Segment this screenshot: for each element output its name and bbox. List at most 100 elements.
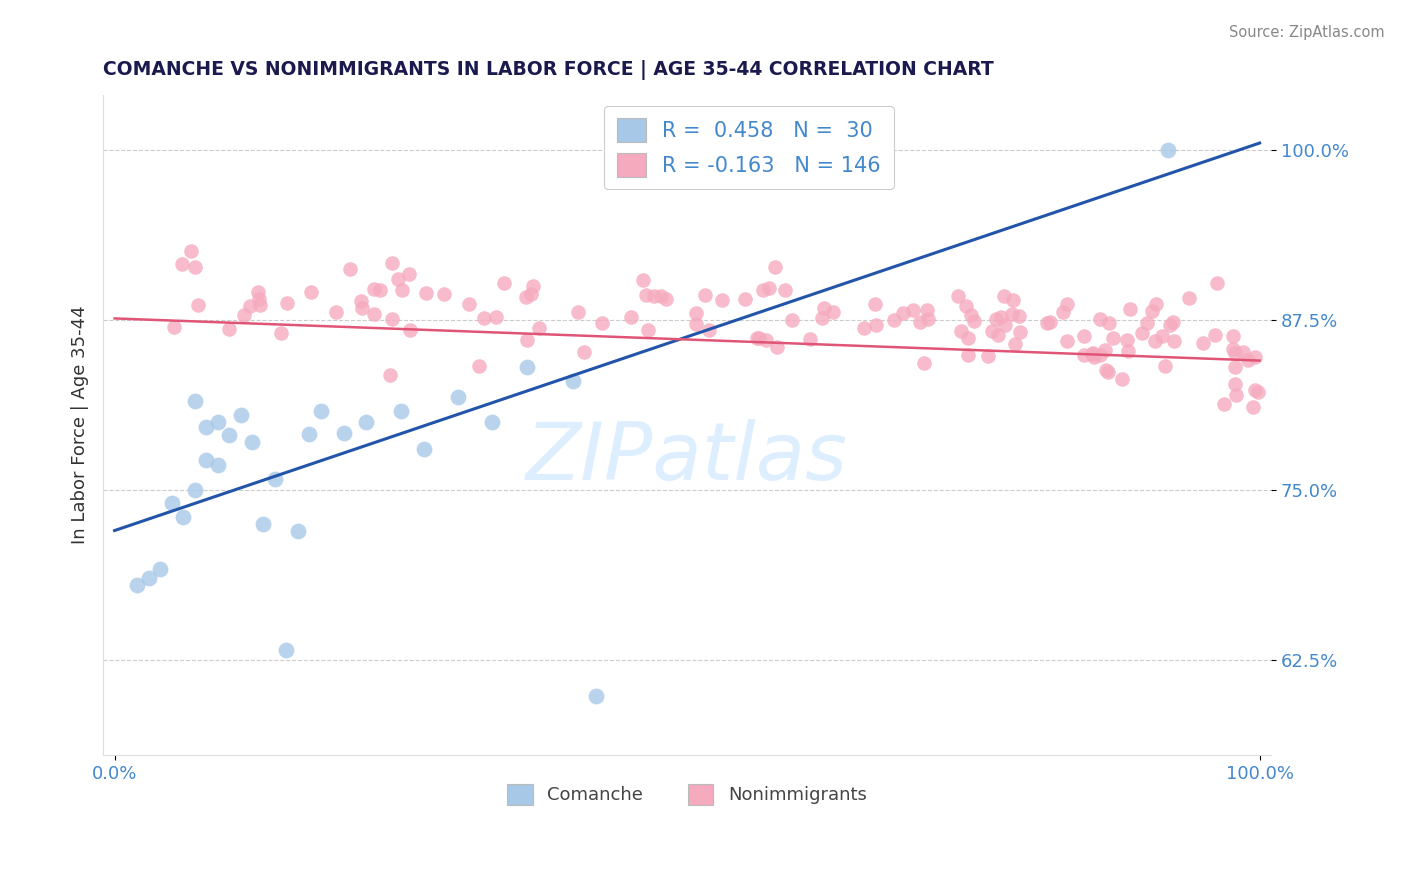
Point (955, 300, 977, 314)
Point (813, 301, 835, 315)
Point (252, 516, 274, 531)
Point (468, 359, 491, 374)
Point (1036, 316, 1059, 330)
Point (1073, 348, 1095, 362)
Point (1144, 297, 1167, 311)
Point (184, 394, 207, 409)
Point (993, 289, 1015, 303)
Point (516, 333, 538, 347)
Point (567, 304, 589, 318)
Point (218, 428, 240, 442)
Point (1056, 297, 1078, 311)
Point (748, 331, 770, 345)
Point (246, 285, 269, 299)
Point (1097, 365, 1119, 379)
Point (1142, 303, 1164, 318)
Point (631, 273, 654, 287)
Point (195, 453, 218, 467)
Point (1236, 353, 1258, 368)
Point (325, 304, 347, 318)
Point (363, 307, 385, 321)
Point (415, 285, 437, 300)
Point (910, 315, 932, 329)
Point (956, 330, 979, 344)
Y-axis label: In Labor Force | Age 35-44: In Labor Force | Age 35-44 (72, 306, 89, 544)
Point (710, 293, 733, 307)
Point (1178, 291, 1201, 305)
Point (883, 313, 905, 327)
Point (184, 483, 207, 497)
Point (247, 292, 270, 306)
Point (912, 356, 935, 370)
Point (1244, 350, 1267, 364)
Point (637, 323, 659, 337)
Point (350, 293, 373, 308)
Point (1232, 345, 1254, 359)
Point (447, 390, 470, 404)
Point (685, 306, 707, 320)
Point (380, 255, 402, 269)
Point (1056, 334, 1078, 348)
Point (1052, 305, 1074, 319)
Point (298, 427, 321, 442)
Point (959, 308, 981, 322)
Point (299, 285, 322, 299)
Point (492, 277, 515, 291)
Point (368, 283, 391, 297)
Point (433, 287, 456, 301)
Point (472, 311, 495, 326)
Point (276, 296, 298, 310)
Point (163, 320, 186, 334)
Text: ZIPatlas: ZIPatlas (526, 419, 848, 497)
Point (1163, 334, 1185, 348)
Point (195, 420, 218, 434)
Point (515, 290, 537, 304)
Point (1159, 318, 1181, 332)
Point (276, 643, 298, 657)
Point (207, 458, 229, 473)
Point (946, 289, 969, 303)
Point (138, 571, 160, 585)
Point (387, 272, 409, 286)
Point (745, 331, 768, 345)
Point (378, 368, 401, 382)
Point (1223, 360, 1246, 375)
Point (980, 324, 1002, 338)
Point (758, 281, 780, 295)
Point (620, 310, 643, 324)
Point (381, 312, 404, 326)
Point (332, 425, 354, 440)
Point (1008, 309, 1031, 323)
Point (1157, 143, 1180, 157)
Legend: Comanche, Nonimmigrants: Comanche, Nonimmigrants (501, 777, 875, 812)
Text: COMANCHE VS NONIMMIGRANTS IN LABOR FORCE | AGE 35-44 CORRELATION CHART: COMANCHE VS NONIMMIGRANTS IN LABOR FORCE… (103, 60, 994, 79)
Point (695, 288, 717, 302)
Point (233, 308, 256, 322)
Point (522, 278, 544, 293)
Point (399, 323, 422, 337)
Point (1135, 316, 1157, 330)
Point (865, 318, 887, 332)
Point (170, 257, 193, 271)
Point (763, 260, 786, 275)
Point (240, 435, 263, 450)
Point (1222, 329, 1244, 343)
Point (903, 303, 925, 318)
Point (180, 244, 202, 258)
Point (977, 349, 1000, 363)
Point (957, 348, 980, 362)
Point (1010, 325, 1032, 339)
Point (1204, 328, 1226, 343)
Point (987, 328, 1010, 343)
Point (799, 332, 821, 346)
Point (1192, 335, 1215, 350)
Point (160, 496, 183, 510)
Point (527, 320, 550, 334)
Point (516, 360, 538, 375)
Point (183, 260, 205, 274)
Point (229, 408, 252, 422)
Point (1111, 371, 1133, 385)
Point (1205, 276, 1227, 290)
Point (1154, 359, 1177, 373)
Point (520, 287, 543, 301)
